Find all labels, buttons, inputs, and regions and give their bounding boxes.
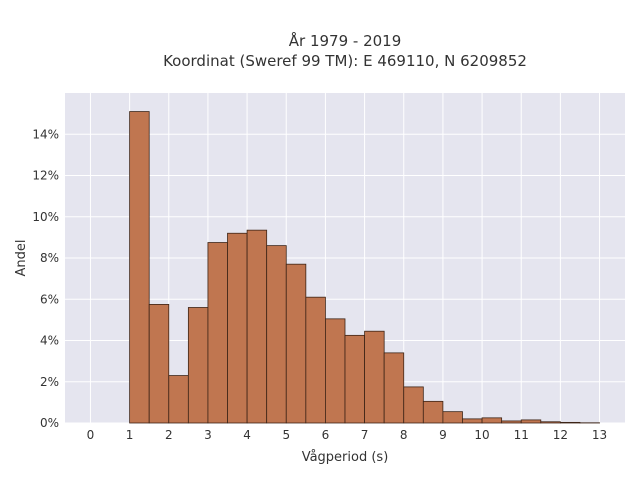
histogram-bar xyxy=(325,318,346,424)
x-tick-label: 4 xyxy=(243,428,251,442)
bars-group xyxy=(129,111,600,424)
histogram-bar xyxy=(481,417,503,424)
x-tick-label: 8 xyxy=(400,428,408,442)
histogram-bar xyxy=(129,111,150,424)
histogram-bar xyxy=(403,386,424,424)
histogram-bar xyxy=(305,296,326,424)
histogram-bar xyxy=(559,421,581,424)
histogram-bar xyxy=(442,411,463,424)
histogram-bar xyxy=(168,375,189,424)
histogram-bar xyxy=(383,352,405,424)
histogram-bar xyxy=(520,419,542,424)
histogram-bar xyxy=(462,418,483,424)
histogram-bar xyxy=(207,242,228,424)
x-tick-label: 7 xyxy=(361,428,369,442)
chart-subtitle: Koordinat (Sweref 99 TM): E 469110, N 62… xyxy=(163,52,527,70)
x-tick-label: 5 xyxy=(282,428,290,442)
x-tick-label: 0 xyxy=(87,428,95,442)
x-tick-label: 10 xyxy=(474,428,489,442)
x-tick-label: 11 xyxy=(514,428,529,442)
histogram-bar xyxy=(364,330,385,424)
x-axis-ticks: 0 1 2 3 4 5 6 7 8 9 10 11 12 13 xyxy=(87,428,608,442)
y-tick-label: 8% xyxy=(40,251,59,265)
histogram-bar xyxy=(422,400,444,424)
y-tick-label: 6% xyxy=(40,292,59,306)
y-tick-label: 2% xyxy=(40,375,59,389)
y-tick-label: 14% xyxy=(32,127,59,141)
y-tick-label: 0% xyxy=(40,416,59,430)
histogram-bar xyxy=(344,334,365,424)
histogram-bar xyxy=(227,232,248,424)
x-tick-label: 6 xyxy=(322,428,330,442)
histogram-bar xyxy=(266,245,287,424)
y-tick-label: 4% xyxy=(40,334,59,348)
histogram-bar xyxy=(246,229,268,424)
chart-title: År 1979 - 2019 xyxy=(289,31,402,50)
histogram-bar xyxy=(501,420,522,424)
x-tick-label: 9 xyxy=(439,428,447,442)
y-tick-label: 12% xyxy=(32,169,59,183)
histogram-bar xyxy=(148,304,170,424)
y-axis-label: Andel xyxy=(14,240,29,277)
histogram-bar xyxy=(285,263,307,424)
x-tick-label: 12 xyxy=(553,428,568,442)
histogram-bar xyxy=(540,421,561,424)
y-tick-label: 10% xyxy=(32,210,59,224)
x-axis-label: Vågperiod (s) xyxy=(302,450,389,465)
x-tick-label: 13 xyxy=(592,428,607,442)
x-tick-label: 2 xyxy=(165,428,173,442)
x-tick-label: 3 xyxy=(204,428,212,442)
histogram-bar xyxy=(187,307,209,424)
x-tick-label: 1 xyxy=(126,428,134,442)
y-axis-ticks: 0% 2% 4% 6% 8% 10% 12% 14% xyxy=(32,127,59,430)
